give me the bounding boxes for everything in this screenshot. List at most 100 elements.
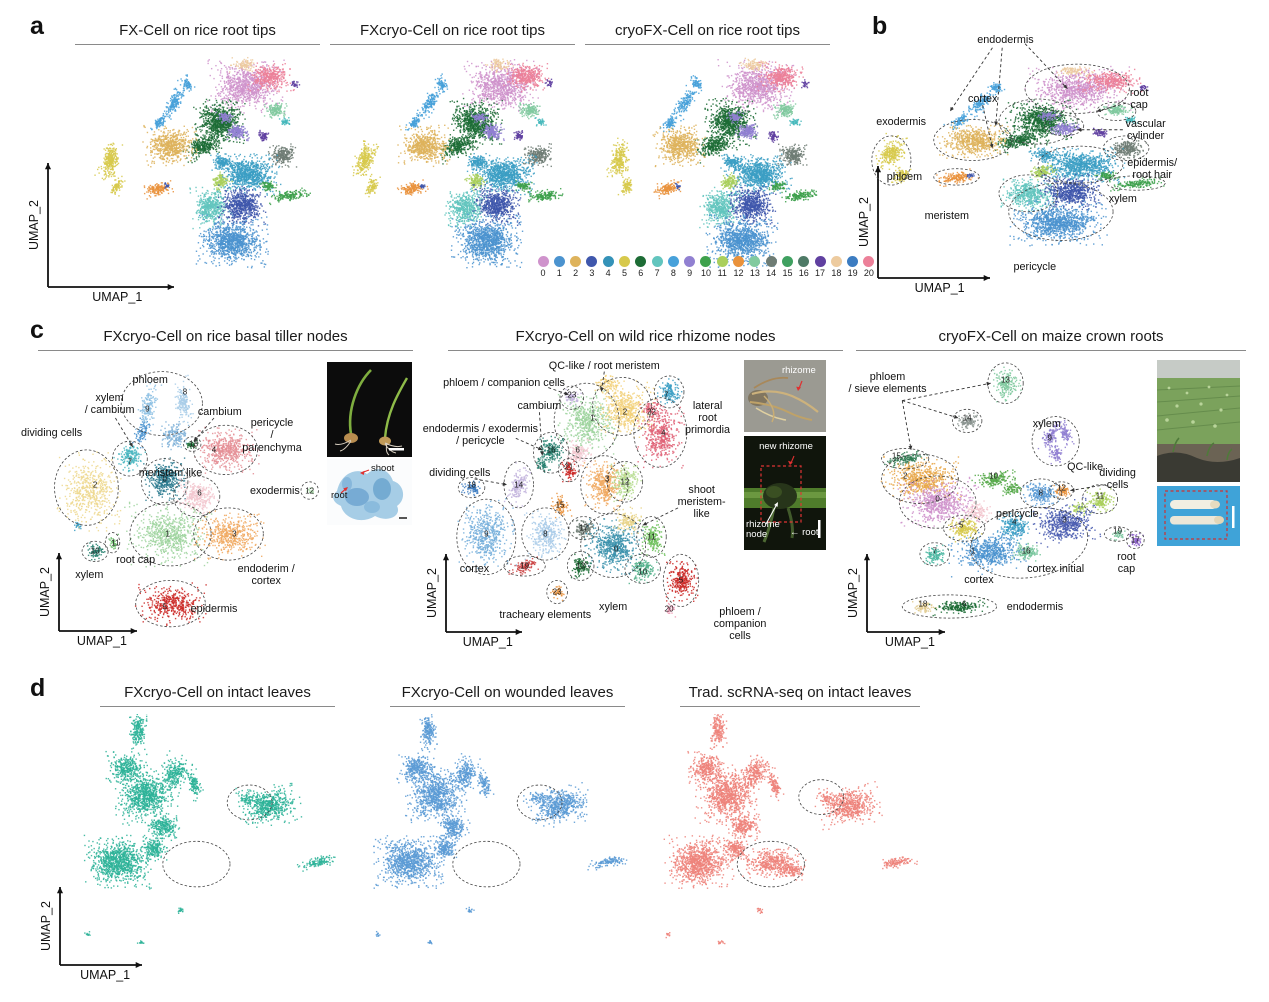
cluster-number: 4 [661,428,666,437]
cluster-outline [1044,115,1085,137]
legend-number: 4 [605,268,611,278]
annotation-label: phloem / companion cells [443,377,565,390]
cluster-number: 16 [1021,546,1031,556]
leader-line [982,105,993,149]
cluster-number: 1 [590,413,595,423]
legend-item: 10 [699,256,713,278]
arrowhead [874,166,882,173]
legend-number: 5 [621,268,627,278]
cluster-number: 9 [484,529,489,539]
rhizome-illustration [748,376,819,423]
cluster-number: 15 [891,451,901,461]
axis-label-x: UMAP_1 [462,635,513,649]
umap-scatter-canvas [62,714,342,982]
highlight-box [760,465,802,523]
axis-arrows [55,553,137,635]
cluster-outline [456,498,517,575]
axis-label-y: UMAP_2 [857,196,871,248]
legend-item: 15 [780,256,794,278]
cluster-outline [881,453,959,504]
axis-label-x: UMAP_1 [80,968,131,982]
title-d3: Trad. scRNA-seq on intact leaves [680,684,920,707]
annotation-label: shoot meristem-like [677,483,726,521]
cluster-outline [798,779,845,815]
inset-label-shoot: shoot [371,463,395,474]
legend-number: 1 [556,268,562,278]
cluster-outline [881,448,930,470]
axis-label-y: UMAP_2 [846,567,860,619]
cluster-outline [1024,63,1130,114]
cluster-number: 4 [211,445,217,455]
umap-plot-trad-scrnaseq-leaves [642,714,922,982]
legend-dot [716,256,728,267]
legend-item: 5 [617,256,631,278]
panel-c-letter: c [30,316,44,344]
annotation-label: cortex initial [1027,562,1085,575]
annotation-label: root cap [1117,550,1136,575]
umap-scatter-canvas [588,50,828,288]
axis-arrows [442,554,522,636]
annotation-label: phloem / companion cells [713,605,767,642]
axis-label-y: UMAP_2 [425,567,439,619]
annotation-label: root cap [1129,86,1149,111]
cluster-outline [1019,478,1062,509]
cluster-outline [559,385,585,410]
cluster-number: 19 [520,561,530,571]
arrowhead [642,521,648,526]
cluster-outline [654,375,685,409]
legend-number: 0 [540,268,546,278]
arrowhead [129,442,133,447]
annotation-label: xylem [1108,193,1137,206]
arrowhead [135,961,142,969]
axis-arrows [874,166,990,282]
cluster-number: 19 [1113,526,1123,536]
plot-overlay [871,43,1166,241]
legend-number: 8 [670,268,676,278]
cluster-outline [943,514,986,542]
cluster-outline [871,135,912,186]
leader-line [902,382,991,402]
cluster-number: 22 [647,407,656,417]
legend-item: 1 [552,256,566,278]
umap-plot-cryofx-cell-rice-root [588,50,828,288]
plot-overlay [736,779,845,888]
title-c2: FXcryo-Cell on wild rice rhizome nodes [448,328,843,351]
umap-scatter-canvas [352,714,632,982]
annotation-label: QC-like / root meristem [548,359,660,372]
cluster-outline [112,440,148,477]
annotation-label: dividing cells [429,467,491,480]
cluster-outline [1031,416,1080,467]
plot-overlay [162,784,273,888]
cluster-number: 14 [962,413,972,423]
legend-number: 20 [863,268,874,278]
legend-number: 19 [847,268,858,278]
annotation-label: dividing cells [20,426,83,439]
cluster-outline [183,436,202,452]
highlight-box [1164,490,1228,540]
plot-overlay [456,371,700,607]
legend-dot [814,256,826,267]
legend-item: 4 [601,256,615,278]
maize-field-illustration [1157,378,1240,482]
cluster-number: 2 [92,480,98,490]
legend-number: 6 [638,268,644,278]
cluster-outline [135,580,206,628]
cluster-number: 10 [638,567,648,577]
legend-dot [684,256,696,267]
cluster-outline [1103,526,1132,542]
cluster-outline [558,458,580,483]
cluster-number: 18 [918,599,928,609]
cluster-number: 2 [902,471,908,481]
cluster-number: 9 [1047,433,1052,443]
cluster-outline [567,550,595,581]
legend-item: 20 [862,256,876,278]
legend-dot [781,256,793,267]
cluster-number: 1 [165,529,170,539]
cluster-number: 13 [1001,375,1010,385]
legend-dot [635,256,647,267]
annotation-label: xylem [599,600,628,613]
cluster-number: 16 [546,445,556,455]
cluster-outline [970,506,1089,579]
axis-arrows [56,887,142,969]
cluster-outline [580,455,629,515]
